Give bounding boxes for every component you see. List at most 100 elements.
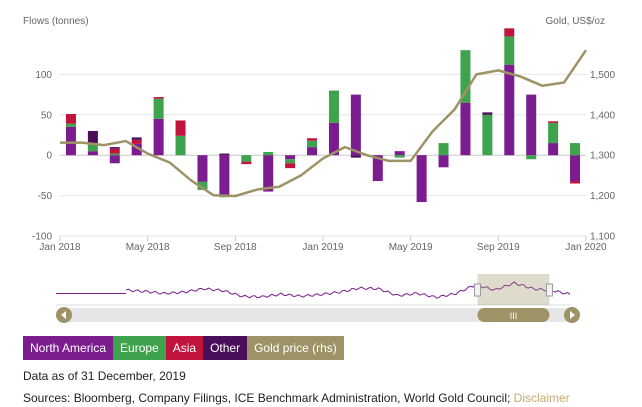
x-axis-tick-label: May 2019 bbox=[389, 242, 433, 253]
bar-asia bbox=[109, 148, 120, 154]
disclaimer-link[interactable]: Disclaimer bbox=[513, 391, 570, 405]
left-axis-tick-label: -50 bbox=[38, 191, 53, 202]
legend: North America Europe Asia Other Gold pri… bbox=[23, 336, 344, 360]
right-axis-tick-label: 1,300 bbox=[590, 151, 615, 162]
left-axis-tick-label: 50 bbox=[41, 110, 53, 121]
bar-north-america bbox=[87, 151, 98, 156]
bar-asia bbox=[241, 161, 252, 165]
flow-bars bbox=[65, 28, 581, 203]
x-axis-tick-label: Sep 2018 bbox=[214, 242, 257, 253]
legend-gold-price[interactable]: Gold price (rhs) bbox=[247, 336, 344, 360]
right-axis-ticks: 1,100 1,200 1,300 1,400 1,500 bbox=[590, 70, 615, 243]
bar-europe bbox=[175, 135, 186, 156]
right-axis-title: Gold, US$/oz bbox=[546, 16, 605, 27]
bar-north-america bbox=[263, 155, 274, 192]
bar-north-america bbox=[65, 126, 76, 156]
bar-asia bbox=[131, 139, 142, 144]
bar-europe bbox=[285, 159, 296, 164]
sources-text: Sources: Bloomberg, Company Filings, ICE… bbox=[23, 391, 511, 405]
bar-north-america bbox=[526, 94, 537, 156]
bar-europe bbox=[482, 114, 493, 156]
gold-flows-chart: Flows (tonnes) Gold, US$/oz -100 -50 0 50 10… bbox=[23, 16, 615, 323]
bar-asia bbox=[548, 121, 559, 123]
bar-europe bbox=[438, 143, 449, 156]
bar-europe bbox=[109, 153, 120, 156]
bar-north-america bbox=[153, 118, 164, 156]
bar-north-america bbox=[416, 155, 427, 203]
navigator[interactable]: III bbox=[56, 274, 580, 323]
bar-north-america bbox=[460, 102, 471, 156]
right-axis-tick-label: 1,500 bbox=[590, 70, 615, 81]
bar-asia bbox=[285, 163, 296, 169]
bar-europe bbox=[394, 155, 405, 158]
bar-asia bbox=[307, 138, 318, 141]
x-axis-tick-label: Jan 2020 bbox=[565, 242, 607, 253]
bar-europe bbox=[197, 181, 208, 190]
bar-north-america bbox=[307, 147, 318, 156]
bar-europe bbox=[526, 155, 537, 160]
bar-europe bbox=[328, 90, 339, 123]
left-axis-tick-label: 100 bbox=[35, 70, 52, 81]
navigator-series-line bbox=[125, 281, 571, 299]
legend-other[interactable]: Other bbox=[203, 336, 248, 360]
bar-asia bbox=[570, 181, 581, 184]
x-axis-tick-label: May 2018 bbox=[126, 242, 170, 253]
bar-north-america bbox=[438, 155, 449, 168]
bar-north-america bbox=[548, 143, 559, 156]
right-axis-tick-label: 1,100 bbox=[590, 232, 615, 243]
legend-asia[interactable]: Asia bbox=[165, 336, 204, 360]
bar-north-america bbox=[504, 64, 515, 156]
bar-other bbox=[219, 153, 230, 156]
navigator-selection-window bbox=[477, 274, 550, 305]
bar-north-america bbox=[372, 155, 383, 182]
navigator-left-handle bbox=[473, 283, 481, 297]
sources-note: Sources: Bloomberg, Company Filings, ICE… bbox=[23, 391, 570, 405]
arrow-right-glyph bbox=[570, 311, 575, 319]
gold-price-line bbox=[60, 49, 588, 198]
bar-europe bbox=[548, 122, 559, 144]
bar-europe bbox=[263, 151, 274, 156]
scrollbar-thumb[interactable] bbox=[477, 308, 550, 322]
left-axis-ticks: -100 -50 0 50 100 bbox=[32, 70, 52, 243]
bar-north-america bbox=[131, 143, 142, 156]
bar-europe bbox=[87, 143, 98, 152]
bar-europe bbox=[241, 155, 252, 162]
x-axis-ticks: Jan 2018 May 2018 Sep 2018 Jan 2019 May 2019… bbox=[39, 236, 607, 253]
bar-europe bbox=[504, 36, 515, 65]
legend-europe[interactable]: Europe bbox=[113, 336, 166, 360]
left-axis-tick-label: -100 bbox=[32, 232, 52, 243]
bar-other bbox=[350, 155, 361, 158]
bar-north-america bbox=[570, 155, 581, 182]
bar-other bbox=[131, 137, 142, 140]
bar-asia bbox=[65, 113, 76, 124]
bar-europe bbox=[460, 50, 471, 103]
bar-europe bbox=[570, 143, 581, 156]
x-axis-tick-label: Jan 2018 bbox=[39, 242, 81, 253]
bar-asia bbox=[175, 120, 186, 136]
bar-north-america bbox=[197, 155, 208, 182]
bar-other bbox=[109, 147, 120, 149]
right-axis-tick-label: 1,200 bbox=[590, 191, 615, 202]
bar-other bbox=[482, 112, 493, 115]
x-axis-tick-label: Sep 2019 bbox=[477, 242, 520, 253]
bar-north-america bbox=[328, 122, 339, 156]
bar-north-america bbox=[350, 94, 361, 156]
bar-europe bbox=[153, 98, 164, 119]
bar-north-america bbox=[109, 155, 120, 164]
data-date-note: Data as of 31 December, 2019 bbox=[23, 369, 186, 383]
x-axis-tick-label: Jan 2019 bbox=[302, 242, 344, 253]
right-axis-tick-label: 1,400 bbox=[590, 110, 615, 121]
bar-other bbox=[87, 130, 98, 144]
left-axis-title: Flows (tonnes) bbox=[23, 16, 89, 27]
bar-asia bbox=[504, 28, 515, 37]
legend-north-america[interactable]: North America bbox=[23, 336, 114, 360]
bar-north-america bbox=[219, 155, 230, 196]
bar-europe bbox=[65, 123, 76, 127]
bar-north-america bbox=[394, 151, 405, 156]
bar-north-america bbox=[285, 155, 296, 160]
bar-europe bbox=[307, 140, 318, 148]
gold-price-polyline bbox=[60, 49, 588, 198]
navigator-right-handle bbox=[545, 283, 553, 297]
arrow-left-glyph bbox=[61, 311, 66, 319]
grip-icon: III bbox=[510, 311, 518, 321]
